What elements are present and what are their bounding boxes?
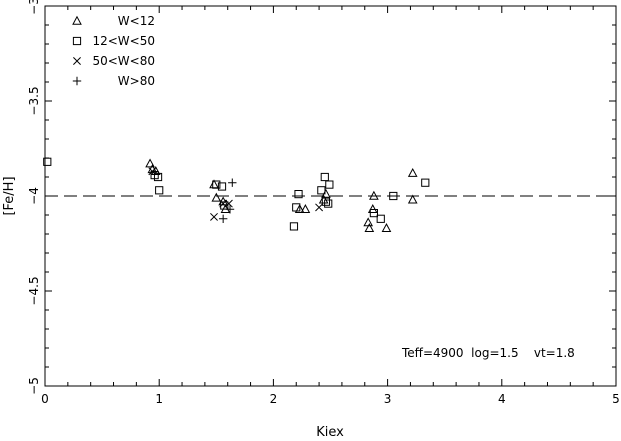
legend-label: 12<W<50	[92, 34, 155, 48]
point-cross	[210, 212, 218, 221]
x-tick-label: 4	[498, 392, 506, 406]
y-tick-label: −4	[27, 187, 41, 205]
point-square	[153, 172, 163, 182]
point-cross	[224, 199, 233, 208]
x-tick-label: 2	[270, 392, 278, 406]
y-tick-label: −4.5	[27, 276, 41, 305]
point-cross	[219, 199, 228, 208]
legend: W<12 12<W<50 50<W<80 W>80	[72, 14, 155, 88]
point-triangle	[300, 204, 311, 213]
point-cross	[315, 203, 324, 212]
legend-marker-plus	[72, 76, 82, 86]
x-tick-label: 3	[384, 392, 392, 406]
point-triangle	[145, 158, 155, 168]
annotation-text: Teff=4900 log=1.5 vt=1.8	[401, 346, 575, 360]
point-square	[317, 186, 326, 195]
point-square	[376, 214, 385, 223]
point-square	[292, 203, 301, 212]
legend-marker-triangle	[72, 15, 82, 25]
point-square	[217, 182, 227, 191]
point-plus	[225, 205, 235, 214]
legend-label: W>80	[118, 74, 155, 88]
y-axis-label: [Fe/H]	[2, 176, 17, 215]
point-cross	[148, 167, 157, 176]
legend-marker-square	[72, 36, 82, 46]
point-square	[421, 178, 430, 187]
y-tick-label: −5	[27, 377, 41, 395]
point-plus	[218, 214, 228, 223]
point-triangle	[369, 190, 379, 200]
point-square	[155, 186, 164, 195]
point-square	[212, 180, 221, 189]
point-square	[289, 222, 299, 231]
point-plus	[228, 178, 237, 187]
point-triangle	[407, 167, 418, 177]
point-square	[321, 197, 331, 206]
axis-ticks: 0 1 2 3 4 5 −3 −3.5 −4 −4.5 −5	[27, 0, 620, 406]
x-tick-label: 5	[612, 392, 620, 406]
point-square	[43, 157, 52, 166]
point-triangle	[318, 194, 329, 204]
point-square	[320, 172, 329, 182]
legend-label: W<12	[118, 14, 155, 28]
point-triangle	[367, 204, 378, 213]
point-triangle	[294, 204, 305, 213]
point-triangle	[407, 194, 418, 204]
x-tick-label: 1	[155, 392, 163, 406]
x-axis-label: Kiex	[316, 425, 344, 440]
legend-marker-cross	[73, 57, 81, 65]
point-square	[294, 190, 303, 199]
point-triangle	[211, 192, 222, 202]
point-triangle	[363, 217, 374, 227]
point-triangle	[364, 223, 375, 232]
data-points	[43, 157, 430, 232]
point-triangle	[381, 223, 392, 232]
y-tick-label: −3	[27, 0, 41, 15]
legend-label: 50<W<80	[92, 54, 155, 68]
point-square	[325, 180, 334, 189]
y-tick-label: −3.5	[27, 86, 41, 115]
point-square	[389, 191, 398, 201]
x-tick-label: 0	[41, 392, 49, 406]
point-square	[324, 199, 333, 208]
point-square	[369, 209, 378, 218]
point-triangle	[209, 179, 219, 189]
